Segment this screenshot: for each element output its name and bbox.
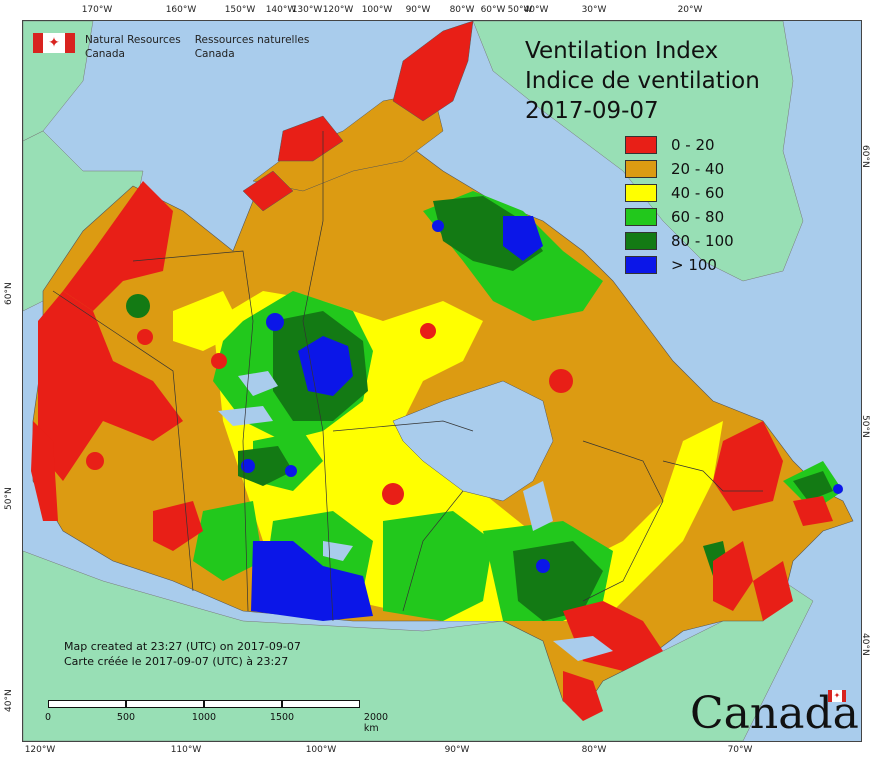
legend-item: 60 - 80	[625, 205, 734, 229]
scale-label: 0	[44, 712, 52, 723]
lat-tick-left: 60°N	[4, 282, 14, 305]
legend-item: 20 - 40	[625, 157, 734, 181]
lon-tick-top: 60°W	[480, 5, 506, 15]
lon-tick-top: 30°W	[581, 5, 607, 15]
lat-tick-left: 40°N	[4, 689, 14, 712]
lon-tick-bottom: 80°W	[581, 745, 607, 755]
agency-name-en-line2: Canada	[85, 48, 125, 60]
lat-tick-left: 50°N	[4, 487, 14, 510]
lon-tick-top: 130°W	[291, 5, 323, 15]
lon-tick-top: 50°W	[507, 5, 533, 15]
scale-segment	[282, 700, 360, 708]
legend-item: 80 - 100	[625, 229, 734, 253]
wordmark-flag-icon: ✦	[828, 690, 846, 702]
lon-tick-top: 100°W	[361, 5, 393, 15]
title-french: Indice de ventilation	[525, 68, 760, 94]
map-title: Ventilation Index Indice de ventilation …	[525, 36, 760, 126]
lon-tick-top: 170°W	[81, 5, 113, 15]
scale-segment	[48, 700, 126, 708]
creation-note-fr: Carte créée le 2017-09-07 (UTC) à 23:27	[64, 655, 289, 668]
legend-swatch	[625, 184, 657, 202]
title-english: Ventilation Index	[525, 38, 719, 64]
creation-note: Map created at 23:27 (UTC) on 2017-09-07…	[64, 639, 301, 669]
legend-label: 60 - 80	[671, 208, 725, 226]
lon-tick-top: 150°W	[224, 5, 256, 15]
map-frame	[22, 20, 862, 742]
legend-swatch	[625, 160, 657, 178]
lon-tick-bottom: 120°W	[24, 745, 56, 755]
scale-label: 1000	[191, 712, 217, 723]
scale-label: 2000 km	[363, 712, 389, 734]
legend-label: > 100	[671, 256, 717, 274]
lon-tick-top: 120°W	[322, 5, 354, 15]
canada-flag-icon: ✦	[33, 33, 75, 53]
lon-tick-top: 20°W	[677, 5, 703, 15]
lon-tick-top: 40°W	[523, 5, 549, 15]
legend-item: > 100	[625, 253, 734, 277]
lon-tick-bottom: 90°W	[444, 745, 470, 755]
lon-tick-top: 140°W	[265, 5, 297, 15]
legend-item: 0 - 20	[625, 133, 734, 157]
legend-label: 40 - 60	[671, 184, 725, 202]
legend-label: 80 - 100	[671, 232, 734, 250]
agency-name-fr-line2: Canada	[194, 48, 235, 60]
lon-tick-top: 160°W	[165, 5, 197, 15]
legend-label: 20 - 40	[671, 160, 725, 178]
agency-signature: ✦ Natural Resources Canada Ressources na…	[33, 33, 323, 61]
scale-segment	[204, 700, 282, 708]
creation-note-en: Map created at 23:27 (UTC) on 2017-09-07	[64, 640, 301, 653]
lon-tick-top: 90°W	[405, 5, 431, 15]
agency-name-fr-line1: Ressources naturelles	[194, 34, 310, 46]
lon-tick-bottom: 100°W	[305, 745, 337, 755]
title-date: 2017-09-07	[525, 98, 659, 124]
lon-tick-top: 80°W	[449, 5, 475, 15]
scale-segment	[126, 700, 204, 708]
lon-tick-bottom: 70°W	[727, 745, 753, 755]
legend-swatch	[625, 208, 657, 226]
lon-tick-bottom: 110°W	[170, 745, 202, 755]
scale-label: 1500	[269, 712, 295, 723]
legend-label: 0 - 20	[671, 136, 715, 154]
ventilation-map	[23, 21, 861, 741]
agency-name-en-line1: Natural Resources	[85, 34, 181, 46]
scale-label: 500	[116, 712, 136, 723]
legend-item: 40 - 60	[625, 181, 734, 205]
legend-swatch	[625, 232, 657, 250]
legend-swatch	[625, 256, 657, 274]
legend-swatch	[625, 136, 657, 154]
legend: 0 - 20 20 - 40 40 - 60 60 - 80 80 - 100 > 100	[625, 133, 734, 277]
